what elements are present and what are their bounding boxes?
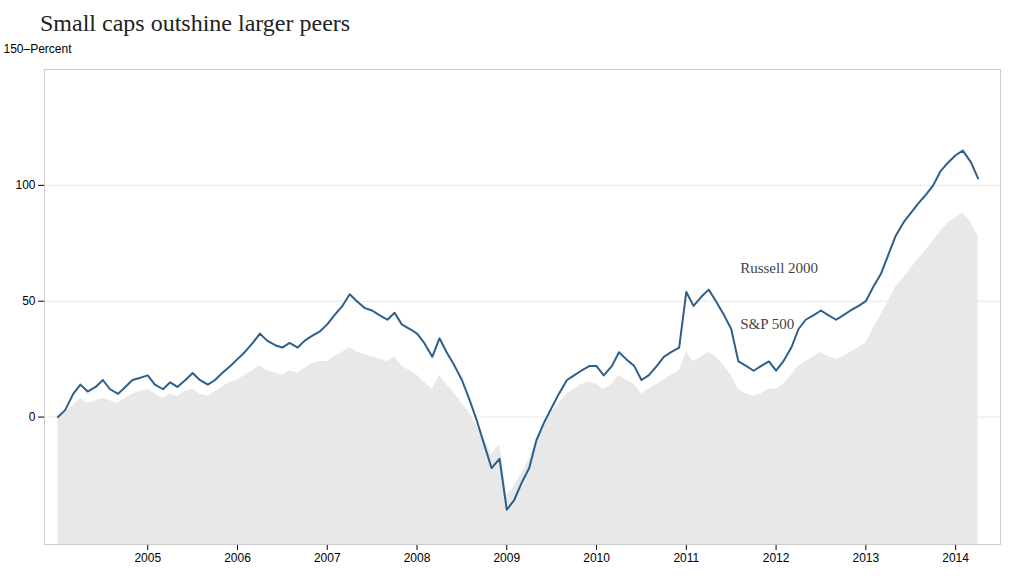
- svg-text:2011: 2011: [673, 551, 699, 565]
- html-text:Small caps outshine larger pee: Small caps outshine larger peers: [40, 10, 351, 36]
- svg-text:2010: 2010: [583, 551, 610, 565]
- svg-text:2007: 2007: [314, 551, 341, 565]
- svg-text:2013: 2013: [853, 551, 880, 565]
- svg-text:S&P 500: S&P 500: [740, 316, 794, 332]
- svg-text:2012: 2012: [763, 551, 790, 565]
- svg-text:0: 0: [29, 410, 36, 424]
- svg-text:150–Percent: 150–Percent: [4, 42, 73, 56]
- svg-text:2006: 2006: [224, 551, 251, 565]
- svg-text:2014: 2014: [942, 551, 969, 565]
- svg-text:2009: 2009: [493, 551, 520, 565]
- svg-text:100: 100: [15, 178, 35, 192]
- svg-text:Russell 2000: Russell 2000: [740, 260, 818, 276]
- svg-text:2005: 2005: [134, 551, 161, 565]
- svg-text:50: 50: [22, 294, 36, 308]
- svg-text:2008: 2008: [404, 551, 431, 565]
